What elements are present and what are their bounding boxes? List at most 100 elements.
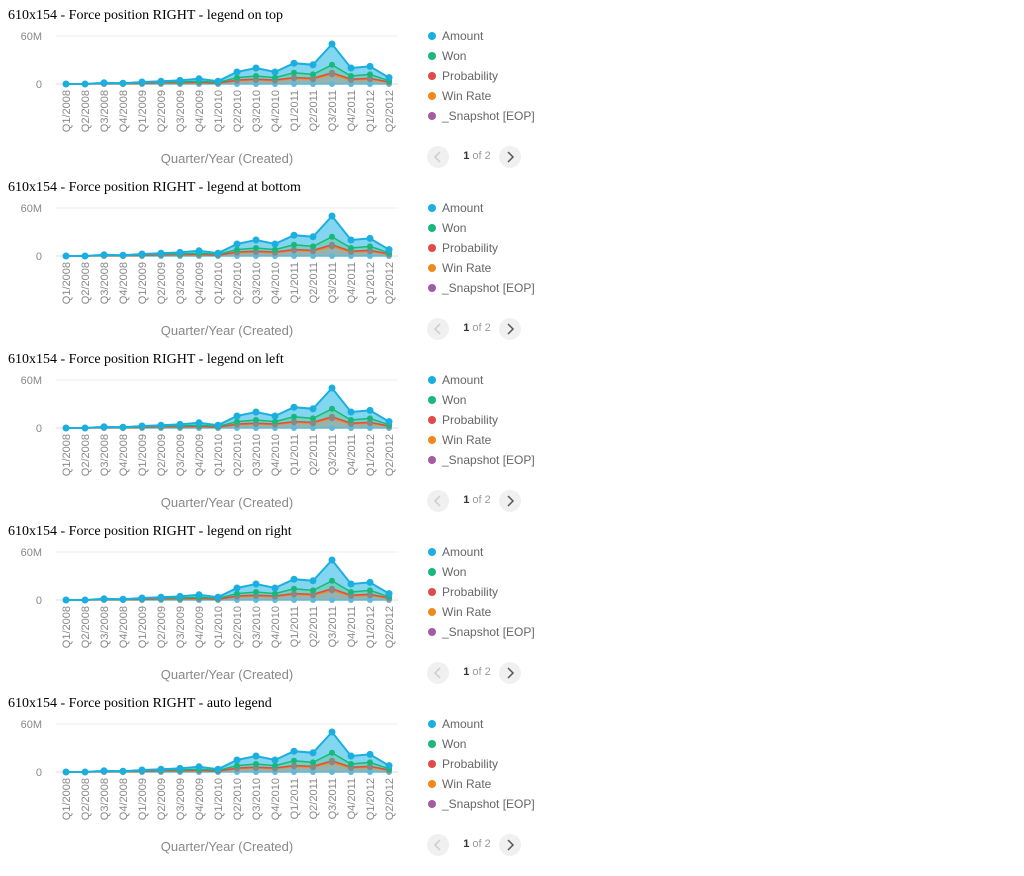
- legend-item[interactable]: Win Rate: [428, 604, 628, 624]
- data-point-amount[interactable]: [100, 595, 108, 603]
- legend-item[interactable]: _Snapshot [EOP]: [428, 624, 628, 644]
- data-point-amount[interactable]: [214, 593, 222, 601]
- legend-item[interactable]: Won: [428, 220, 628, 240]
- data-point-amount[interactable]: [385, 246, 393, 254]
- data-point-amount[interactable]: [119, 251, 127, 259]
- data-point-probability[interactable]: [329, 585, 335, 592]
- data-point-amount[interactable]: [328, 728, 336, 736]
- data-point-amount[interactable]: [252, 408, 260, 416]
- data-point-amount[interactable]: [81, 424, 89, 432]
- next-page-button[interactable]: [499, 490, 521, 512]
- data-point-snapshot-eop[interactable]: [310, 425, 316, 431]
- data-point-amount[interactable]: [309, 577, 317, 585]
- data-point-won[interactable]: [234, 418, 240, 425]
- data-point-amount[interactable]: [176, 420, 184, 428]
- data-point-snapshot-eop[interactable]: [329, 425, 335, 431]
- data-point-amount[interactable]: [328, 40, 336, 48]
- legend-item[interactable]: Won: [428, 736, 628, 756]
- data-point-won[interactable]: [329, 233, 335, 240]
- data-point-won[interactable]: [367, 243, 373, 250]
- legend-item[interactable]: Win Rate: [428, 432, 628, 452]
- data-point-won[interactable]: [291, 757, 297, 764]
- data-point-amount[interactable]: [328, 212, 336, 220]
- data-point-won[interactable]: [272, 74, 278, 81]
- data-point-snapshot-eop[interactable]: [291, 769, 297, 775]
- data-point-amount[interactable]: [366, 406, 374, 414]
- data-point-amount[interactable]: [81, 80, 89, 88]
- data-point-won[interactable]: [272, 246, 278, 253]
- data-point-amount[interactable]: [119, 423, 127, 431]
- data-point-amount[interactable]: [347, 408, 355, 416]
- data-point-amount[interactable]: [138, 78, 146, 86]
- data-point-amount[interactable]: [233, 68, 241, 76]
- data-point-won[interactable]: [348, 245, 354, 251]
- data-point-snapshot-eop[interactable]: [329, 81, 335, 87]
- data-point-won[interactable]: [272, 762, 278, 769]
- legend-item[interactable]: Win Rate: [428, 260, 628, 280]
- data-point-amount[interactable]: [62, 768, 70, 776]
- data-point-amount[interactable]: [271, 412, 279, 420]
- legend-item[interactable]: Probability: [428, 240, 628, 260]
- data-point-won[interactable]: [329, 577, 335, 584]
- data-point-amount[interactable]: [62, 596, 70, 604]
- legend-item[interactable]: _Snapshot [EOP]: [428, 280, 628, 300]
- data-point-snapshot-eop[interactable]: [291, 597, 297, 603]
- data-point-won[interactable]: [272, 590, 278, 597]
- data-point-amount[interactable]: [328, 556, 336, 564]
- data-point-amount[interactable]: [233, 412, 241, 420]
- data-point-amount[interactable]: [309, 405, 317, 413]
- data-point-snapshot-eop[interactable]: [367, 81, 373, 87]
- data-point-won[interactable]: [253, 589, 259, 595]
- data-point-probability[interactable]: [329, 241, 335, 248]
- data-point-probability[interactable]: [291, 246, 297, 253]
- data-point-amount[interactable]: [157, 765, 165, 773]
- data-point-amount[interactable]: [385, 74, 393, 82]
- legend-item[interactable]: Probability: [428, 68, 628, 88]
- data-point-snapshot-eop[interactable]: [367, 769, 373, 775]
- data-point-amount[interactable]: [347, 236, 355, 244]
- data-point-amount[interactable]: [271, 756, 279, 764]
- legend-item[interactable]: Probability: [428, 584, 628, 604]
- data-point-won[interactable]: [253, 761, 259, 767]
- data-point-snapshot-eop[interactable]: [310, 253, 316, 259]
- data-point-amount[interactable]: [157, 249, 165, 257]
- legend-item[interactable]: Probability: [428, 412, 628, 432]
- data-point-amount[interactable]: [157, 593, 165, 601]
- data-point-snapshot-eop[interactable]: [310, 769, 316, 775]
- data-point-amount[interactable]: [138, 594, 146, 602]
- data-point-amount[interactable]: [271, 68, 279, 76]
- legend-item[interactable]: _Snapshot [EOP]: [428, 452, 628, 472]
- data-point-probability[interactable]: [291, 74, 297, 81]
- data-point-won[interactable]: [348, 417, 354, 423]
- data-point-amount[interactable]: [347, 752, 355, 760]
- next-page-button[interactable]: [499, 662, 521, 684]
- data-point-amount[interactable]: [100, 251, 108, 259]
- data-point-probability[interactable]: [291, 590, 297, 597]
- data-point-amount[interactable]: [309, 233, 317, 241]
- data-point-won[interactable]: [234, 590, 240, 597]
- data-point-won[interactable]: [348, 589, 354, 595]
- previous-page-button[interactable]: [427, 146, 449, 168]
- data-point-amount[interactable]: [233, 240, 241, 248]
- data-point-won[interactable]: [234, 74, 240, 81]
- data-point-amount[interactable]: [252, 64, 260, 72]
- data-point-amount[interactable]: [290, 59, 298, 67]
- data-point-amount[interactable]: [347, 64, 355, 72]
- data-point-amount[interactable]: [214, 77, 222, 85]
- data-point-won[interactable]: [253, 417, 259, 423]
- data-point-amount[interactable]: [214, 249, 222, 257]
- legend-item[interactable]: Amount: [428, 28, 628, 48]
- data-point-probability[interactable]: [291, 418, 297, 425]
- data-point-amount[interactable]: [290, 747, 298, 755]
- data-point-amount[interactable]: [252, 236, 260, 244]
- data-point-amount[interactable]: [62, 252, 70, 260]
- next-page-button[interactable]: [499, 146, 521, 168]
- data-point-amount[interactable]: [233, 584, 241, 592]
- data-point-snapshot-eop[interactable]: [291, 253, 297, 259]
- data-point-won[interactable]: [310, 759, 316, 766]
- data-point-won[interactable]: [348, 761, 354, 767]
- data-point-amount[interactable]: [385, 762, 393, 770]
- data-point-amount[interactable]: [195, 591, 203, 599]
- data-point-amount[interactable]: [176, 764, 184, 772]
- data-point-amount[interactable]: [271, 240, 279, 248]
